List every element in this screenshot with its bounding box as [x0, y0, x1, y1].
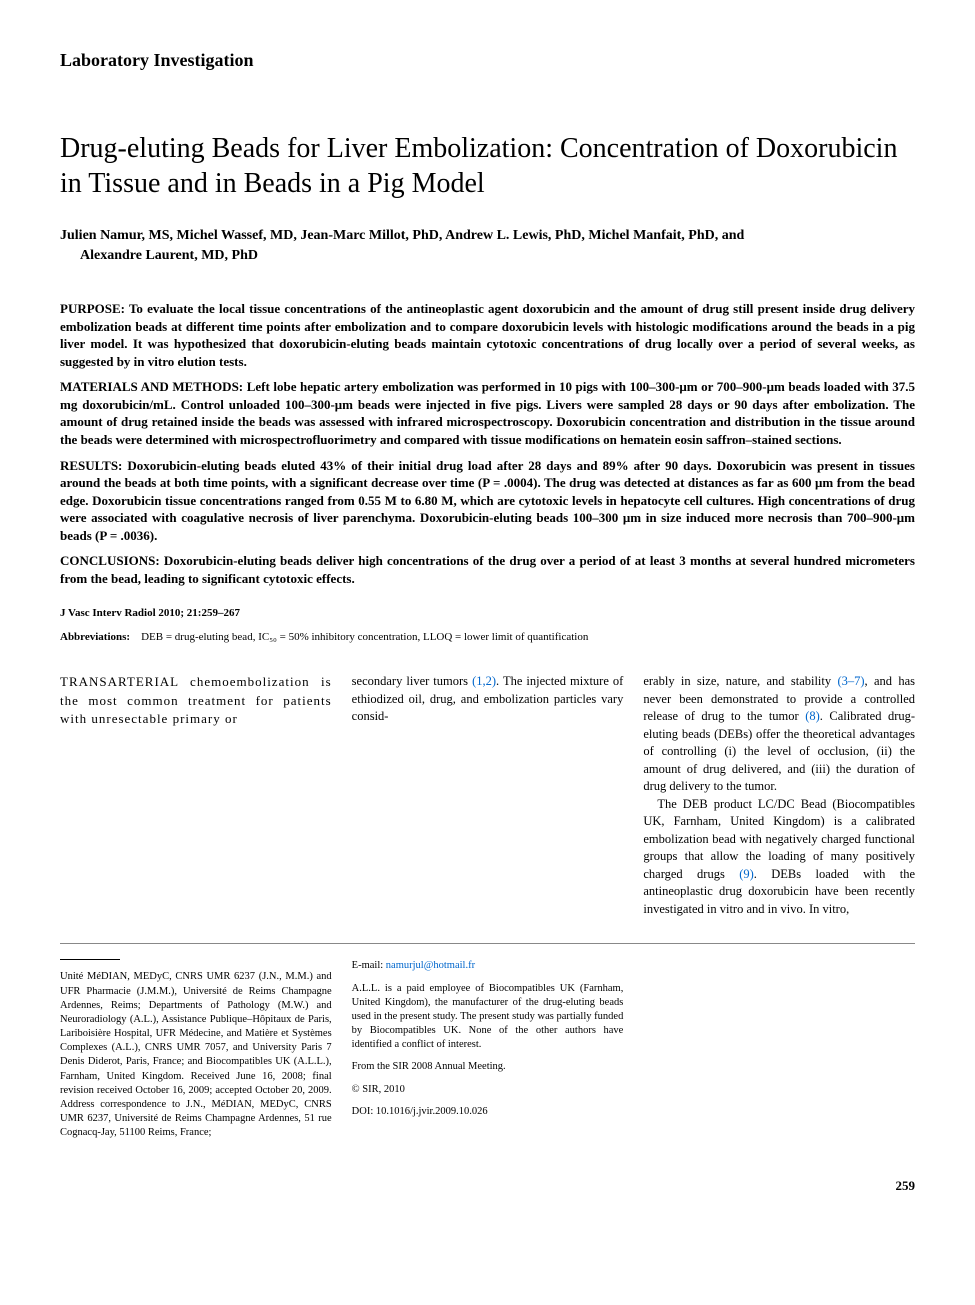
meeting-note: From the SIR 2008 Annual Meeting.	[352, 1060, 624, 1074]
body-column-2: secondary liver tumors (1,2). The inject…	[352, 673, 624, 918]
affiliations-text: Unité MéDIAN, MEDyC, CNRS UMR 6237 (J.N.…	[60, 970, 332, 1140]
results-text: Doxorubicin-eluting beads eluted 43% of …	[60, 458, 915, 543]
authors-line-2: Alexandre Laurent, MD, PhD	[60, 246, 915, 266]
article-title: Drug-eluting Beads for Liver Embolizatio…	[60, 131, 915, 201]
disclosure-text: A.L.L. is a paid employee of Biocompatib…	[352, 982, 624, 1053]
purpose-label: PURPOSE:	[60, 301, 125, 316]
reference-link-3-7[interactable]: (3–7)	[837, 674, 864, 688]
authors-line-1: Julien Namur, MS, Michel Wassef, MD, Jea…	[60, 226, 915, 246]
doi-text: DOI: 10.1016/j.jvir.2009.10.026	[352, 1105, 624, 1119]
page-number: 259	[60, 1178, 915, 1194]
body-col2-a: secondary liver tumors	[352, 674, 472, 688]
abstract: PURPOSE: To evaluate the local tissue co…	[60, 300, 915, 587]
section-label: Laboratory Investigation	[60, 50, 915, 71]
footer-notes: Unité MéDIAN, MEDyC, CNRS UMR 6237 (J.N.…	[60, 943, 915, 1148]
footer-column-1: Unité MéDIAN, MEDyC, CNRS UMR 6237 (J.N.…	[60, 959, 332, 1148]
results-label: RESULTS:	[60, 458, 122, 473]
abbreviations: Abbreviations: DEB = drug-eluting bead, …	[60, 631, 915, 643]
footer-column-2: E-mail: namurjul@hotmail.fr A.L.L. is a …	[352, 959, 624, 1148]
authors-block: Julien Namur, MS, Michel Wassef, MD, Jea…	[60, 226, 915, 265]
abstract-purpose: PURPOSE: To evaluate the local tissue co…	[60, 300, 915, 370]
reference-link-8[interactable]: (8)	[805, 709, 820, 723]
conclusions-text: Doxorubicin-eluting beads deliver high c…	[60, 553, 915, 586]
reference-link-1-2[interactable]: (1,2)	[472, 674, 496, 688]
abstract-conclusions: CONCLUSIONS: Doxorubicin-eluting beads d…	[60, 552, 915, 587]
abstract-results: RESULTS: Doxorubicin-eluting beads elute…	[60, 457, 915, 545]
body-column-3: erably in size, nature, and stability (3…	[643, 673, 915, 918]
footer-rule	[60, 959, 120, 960]
body-col1-text: TRANSARTERIAL chemoembolization is the m…	[60, 674, 332, 726]
abbreviations-label: Abbreviations:	[60, 631, 130, 643]
body-column-1: TRANSARTERIAL chemoembolization is the m…	[60, 673, 332, 918]
purpose-text: To evaluate the local tissue concentrati…	[60, 301, 915, 369]
body-col3-a: erably in size, nature, and stability	[643, 674, 837, 688]
correspondence-email[interactable]: namurjul@hotmail.fr	[386, 960, 475, 971]
email-label: E-mail:	[352, 960, 384, 971]
conclusions-label: CONCLUSIONS:	[60, 553, 160, 568]
body-text-columns: TRANSARTERIAL chemoembolization is the m…	[60, 673, 915, 918]
reference-link-9[interactable]: (9)	[739, 867, 754, 881]
copyright-text: © SIR, 2010	[352, 1083, 624, 1097]
methods-label: MATERIALS AND METHODS:	[60, 379, 243, 394]
footer-column-3-spacer	[643, 959, 915, 1148]
abstract-methods: MATERIALS AND METHODS: Left lobe hepatic…	[60, 378, 915, 448]
abbreviations-text: DEB = drug-eluting bead, IC₅₀ = 50% inhi…	[141, 631, 588, 643]
journal-citation: J Vasc Interv Radiol 2010; 21:259–267	[60, 607, 915, 619]
